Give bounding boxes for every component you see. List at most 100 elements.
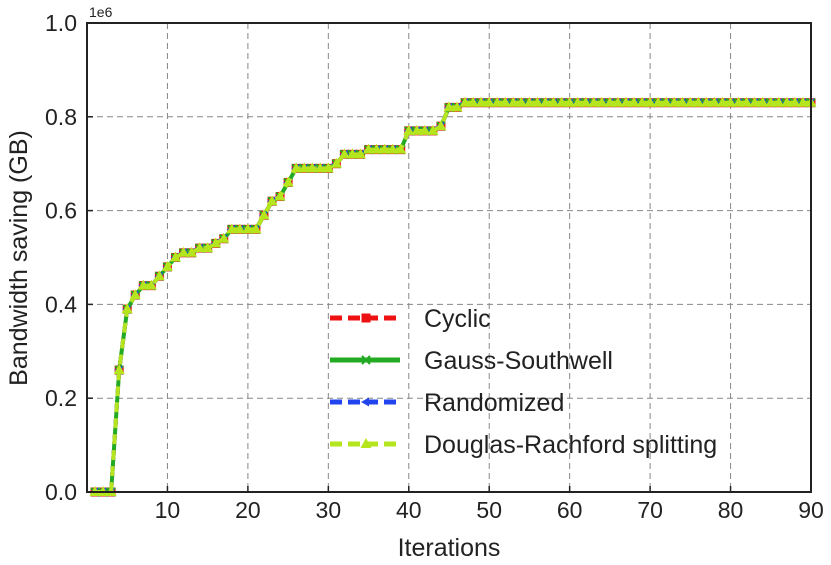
data-point: [765, 96, 777, 107]
data-point: [564, 96, 576, 107]
legend-marker: [361, 313, 371, 323]
series-layer: [89, 96, 817, 497]
data-point: [113, 364, 125, 375]
data-point: [427, 124, 439, 135]
data-point: [588, 96, 600, 107]
data-point: [684, 96, 696, 107]
data-point: [379, 143, 391, 154]
data-point: [371, 143, 383, 154]
data-point: [596, 96, 608, 107]
data-point: [395, 143, 407, 154]
data-point: [459, 96, 471, 107]
data-point: [660, 96, 672, 107]
data-point: [531, 96, 543, 107]
data-point: [604, 96, 616, 107]
data-point: [644, 96, 656, 107]
data-point: [234, 223, 246, 234]
data-point: [306, 162, 318, 173]
data-point: [435, 120, 447, 131]
legend-marker: [361, 397, 369, 407]
y-axis-exponent-label: 1e6: [89, 4, 113, 20]
data-point: [717, 96, 729, 107]
data-point: [330, 157, 342, 168]
data-point: [741, 96, 753, 107]
data-point: [676, 96, 688, 107]
data-point: [725, 96, 737, 107]
data-point: [266, 195, 278, 206]
x-tick-label: 50: [476, 497, 502, 523]
data-point: [258, 209, 270, 220]
data-point: [483, 96, 495, 107]
data-point: [556, 96, 568, 107]
x-tick-label: 80: [718, 497, 744, 523]
legend: Cyclic Gauss-Southwell Randomized Douglas-R…: [330, 305, 717, 459]
x-tick-label: 70: [637, 497, 663, 523]
data-point: [169, 251, 181, 262]
data-point: [153, 270, 165, 281]
data-point: [781, 96, 793, 107]
data-point: [700, 96, 712, 107]
data-point: [620, 96, 632, 107]
data-point: [121, 303, 133, 314]
data-point: [419, 124, 431, 135]
data-point: [708, 96, 720, 107]
data-point: [475, 96, 487, 107]
data-point: [387, 143, 399, 154]
data-point: [773, 96, 785, 107]
data-point: [363, 143, 375, 154]
data-point: [242, 223, 254, 234]
data-point: [202, 242, 214, 253]
y-tick-label: 0.4: [45, 291, 77, 317]
data-point: [145, 279, 157, 290]
plot-frame: [86, 22, 812, 493]
data-point: [274, 190, 286, 201]
y-tick-label: 0.0: [45, 479, 77, 505]
legend-label: Gauss-Southwell: [424, 347, 613, 375]
data-point: [789, 96, 801, 107]
legend-marker: [361, 355, 371, 365]
x-tick-label: 20: [235, 497, 261, 523]
data-point: [338, 148, 350, 159]
y-tick-label: 0.2: [45, 385, 77, 411]
data-point: [443, 101, 455, 112]
data-point: [250, 223, 262, 234]
data-point: [612, 96, 624, 107]
data-point: [226, 223, 238, 234]
data-point: [137, 279, 149, 290]
data-point: [636, 96, 648, 107]
legend-marker: [360, 438, 372, 448]
data-point: [322, 162, 334, 173]
data-point: [411, 124, 423, 135]
data-point: [507, 96, 519, 107]
data-point: [628, 96, 640, 107]
x-axis-ticks: 10 20 30 40 50 60 70 80 90: [155, 486, 824, 523]
x-tick-label: 40: [396, 497, 422, 523]
data-point: [355, 148, 367, 159]
data-point: [652, 96, 664, 107]
legend-item: Randomized: [330, 389, 564, 417]
series-douglas-rachford-splitting: [89, 96, 817, 496]
legend-label: Randomized: [424, 389, 564, 417]
data-point: [290, 162, 302, 173]
data-point: [523, 96, 535, 107]
data-point: [210, 237, 222, 248]
data-point: [540, 96, 552, 107]
data-point: [129, 289, 141, 300]
data-point: [692, 96, 704, 107]
data-point: [451, 101, 463, 112]
legend-item: Cyclic: [330, 305, 491, 333]
y-tick-label: 1.0: [45, 10, 77, 36]
legend-label: Cyclic: [424, 305, 491, 333]
data-point: [749, 96, 761, 107]
data-point: [572, 96, 584, 107]
data-point: [467, 96, 479, 107]
data-point: [548, 96, 560, 107]
x-axis-label: Iterations: [398, 534, 501, 560]
data-point: [757, 96, 769, 107]
data-point: [580, 96, 592, 107]
legend-label: Douglas-Rachford splitting: [424, 431, 717, 459]
data-point: [499, 96, 511, 107]
x-tick-label: 30: [316, 497, 342, 523]
